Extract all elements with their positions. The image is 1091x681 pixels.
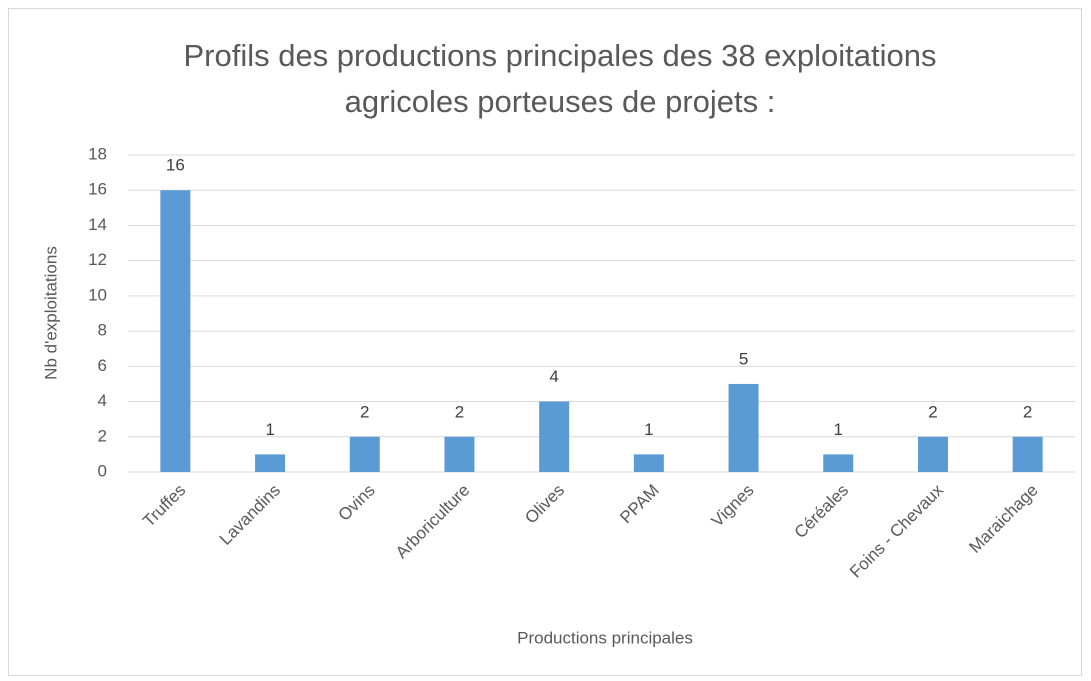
bar	[255, 454, 286, 472]
data-label: 5	[739, 349, 748, 368]
data-label: 16	[166, 156, 185, 175]
y-tick-label: 6	[98, 356, 107, 375]
data-label: 2	[928, 402, 937, 421]
data-label: 1	[644, 420, 653, 439]
bar	[539, 401, 570, 472]
bar	[444, 436, 475, 472]
data-label: 2	[360, 402, 369, 421]
bar	[728, 383, 759, 472]
y-tick-label: 14	[88, 215, 107, 234]
y-tick-label: 12	[88, 250, 107, 269]
y-tick-label: 2	[98, 426, 107, 445]
y-tick-label: 4	[98, 391, 107, 410]
y-tick-label: 10	[88, 285, 107, 304]
bar	[160, 190, 191, 472]
bar	[349, 436, 380, 472]
bar	[823, 454, 854, 472]
bar	[1012, 436, 1043, 472]
bar	[633, 454, 664, 472]
data-label: 2	[455, 402, 464, 421]
x-axis-title: Productions principales	[517, 628, 693, 647]
bar	[917, 436, 948, 472]
data-label: 4	[549, 367, 558, 386]
y-axis-title: Nb d'exploitations	[41, 246, 60, 380]
y-tick-label: 16	[88, 180, 107, 199]
data-label: 2	[1023, 402, 1032, 421]
chart-title: Profils des productions principales des …	[183, 38, 936, 73]
chart-title: agricoles porteuses de projets :	[345, 84, 776, 119]
y-tick-label: 8	[98, 321, 107, 340]
y-tick-label: 18	[88, 144, 107, 163]
y-tick-label: 0	[98, 461, 107, 480]
data-label: 1	[834, 420, 843, 439]
data-label: 1	[265, 420, 274, 439]
